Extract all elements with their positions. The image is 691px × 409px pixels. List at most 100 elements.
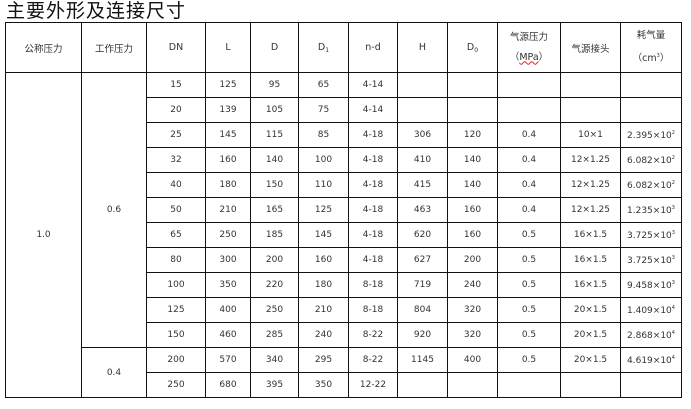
consumption-exponent: 4 — [671, 329, 675, 336]
consumption-value: 6.082×10 — [627, 180, 672, 191]
cell-ac: 16×1.5 — [560, 247, 621, 273]
nominal-pressure-cell: 1.0 — [5, 72, 82, 398]
cell-ac — [560, 372, 621, 398]
cell-consumption: 9.458×103 — [620, 272, 682, 298]
cell-h — [397, 97, 448, 123]
cell-l: 350 — [205, 272, 251, 298]
cell-h: 306 — [397, 122, 448, 148]
cell-l: 125 — [205, 72, 251, 98]
header-d0-label: D — [466, 41, 475, 53]
cell-d1: 145 — [298, 222, 349, 248]
cell-ac: 20×1.5 — [560, 297, 621, 323]
cell-h: 463 — [397, 197, 448, 223]
cell-ac: 20×1.5 — [560, 322, 621, 348]
cell-consumption — [620, 72, 682, 98]
cell-ap: 0.4 — [497, 147, 561, 173]
cell-d1: 65 — [298, 72, 349, 98]
consumption-value: 1.409×10 — [627, 305, 672, 316]
header-nd: n-d — [348, 22, 398, 73]
cell-d: 105 — [250, 97, 299, 123]
consumption-value: 3.725×10 — [627, 255, 672, 266]
cell-dn: 125 — [146, 297, 206, 323]
cell-nd: 8-22 — [348, 347, 398, 373]
cell-h: 920 — [397, 322, 448, 348]
header-d1-sub: 1 — [325, 46, 330, 54]
cell-dn: 40 — [146, 172, 206, 198]
cell-consumption: 2.395×102 — [620, 122, 682, 148]
cell-h: 627 — [397, 247, 448, 273]
cell-dn: 50 — [146, 197, 206, 223]
cell-dn: 80 — [146, 247, 206, 273]
cell-nd: 8-18 — [348, 272, 398, 298]
cell-l: 250 — [205, 222, 251, 248]
consumption-value: 3.725×10 — [627, 230, 672, 241]
cell-h: 620 — [397, 222, 448, 248]
cell-d0 — [447, 72, 498, 98]
cell-d1: 180 — [298, 272, 349, 298]
cell-d1: 160 — [298, 247, 349, 273]
cell-ap: 0.5 — [497, 222, 561, 248]
cell-l: 210 — [205, 197, 251, 223]
consumption-value: 6.082×10 — [627, 155, 672, 166]
header-row: 公称压力 工作压力 DN L D D1 n-d H D0 气源压力 （MPa） 气… — [5, 22, 682, 73]
header-d0-sub: 0 — [474, 46, 479, 54]
cell-ac: 12×1.25 — [560, 147, 621, 173]
header-air-pressure-label: 气源压力 — [509, 31, 548, 43]
cell-d0: 240 — [447, 272, 498, 298]
cell-dn: 100 — [146, 272, 206, 298]
consumption-value: 2.395×10 — [627, 130, 672, 141]
cell-d: 165 — [250, 197, 299, 223]
cell-d0: 140 — [447, 172, 498, 198]
cell-d: 200 — [250, 247, 299, 273]
cell-ap: 0.5 — [497, 347, 561, 373]
cell-nd: 4-18 — [348, 172, 398, 198]
cell-dn: 15 — [146, 72, 206, 98]
table-row: 32 160 140 100 4-18 410 140 0.4 12×1.25 6.082×102 — [6, 147, 682, 173]
cell-ap: 0.5 — [497, 247, 561, 273]
cell-d0 — [447, 372, 498, 398]
header-consumption-label: 耗气量 — [636, 30, 666, 41]
cell-dn: 200 — [146, 347, 206, 373]
consumption-exponent: 4 — [671, 354, 675, 361]
cell-d0: 200 — [447, 247, 498, 273]
table-row: 50 210 165 125 4-18 463 160 0.4 12×1.25 1.235×103 — [6, 197, 682, 223]
cell-d1: 350 — [298, 372, 349, 398]
cell-d: 150 — [250, 172, 299, 198]
consumption-exponent: 2 — [671, 179, 675, 186]
cell-d0: 140 — [447, 147, 498, 173]
cell-l: 570 — [205, 347, 251, 373]
cell-ac: 16×1.5 — [560, 272, 621, 298]
header-working-pressure: 工作压力 — [81, 22, 147, 73]
consumption-exponent: 3 — [671, 254, 675, 261]
cell-nd: 8-18 — [348, 297, 398, 323]
header-air-pressure: 气源压力 （MPa） — [497, 22, 561, 73]
working-pressure-cell: 0.6 — [81, 72, 147, 348]
cell-d1: 85 — [298, 122, 349, 148]
cell-d1: 75 — [298, 97, 349, 123]
cell-d1: 240 — [298, 322, 349, 348]
page-title: 主要外形及连接尺寸 — [6, 0, 187, 22]
cell-d: 115 — [250, 122, 299, 148]
cell-d0: 320 — [447, 297, 498, 323]
cell-d: 220 — [250, 272, 299, 298]
cell-ac: 16×1.5 — [560, 222, 621, 248]
cell-dn: 65 — [146, 222, 206, 248]
cell-h — [397, 372, 448, 398]
header-nominal-pressure: 公称压力 — [5, 22, 82, 73]
consumption-exponent: 2 — [671, 129, 675, 136]
cell-consumption: 1.235×103 — [620, 197, 682, 223]
cell-nd: 12-22 — [348, 372, 398, 398]
cell-nd: 4-18 — [348, 122, 398, 148]
cell-d0: 160 — [447, 197, 498, 223]
header-consumption-unit: cm — [642, 53, 657, 64]
cell-ac — [560, 97, 621, 123]
cell-ap: 0.5 — [497, 297, 561, 323]
consumption-exponent: 3 — [671, 279, 675, 286]
cell-d0: 400 — [447, 347, 498, 373]
header-d0: D0 — [447, 22, 498, 73]
consumption-value: 4.619×10 — [627, 355, 672, 366]
dimensions-table: 公称压力 工作压力 DN L D D1 n-d H D0 气源压力 （MPa） 气… — [5, 22, 682, 398]
cell-dn: 20 — [146, 97, 206, 123]
cell-nd: 4-18 — [348, 147, 398, 173]
cell-l: 180 — [205, 172, 251, 198]
